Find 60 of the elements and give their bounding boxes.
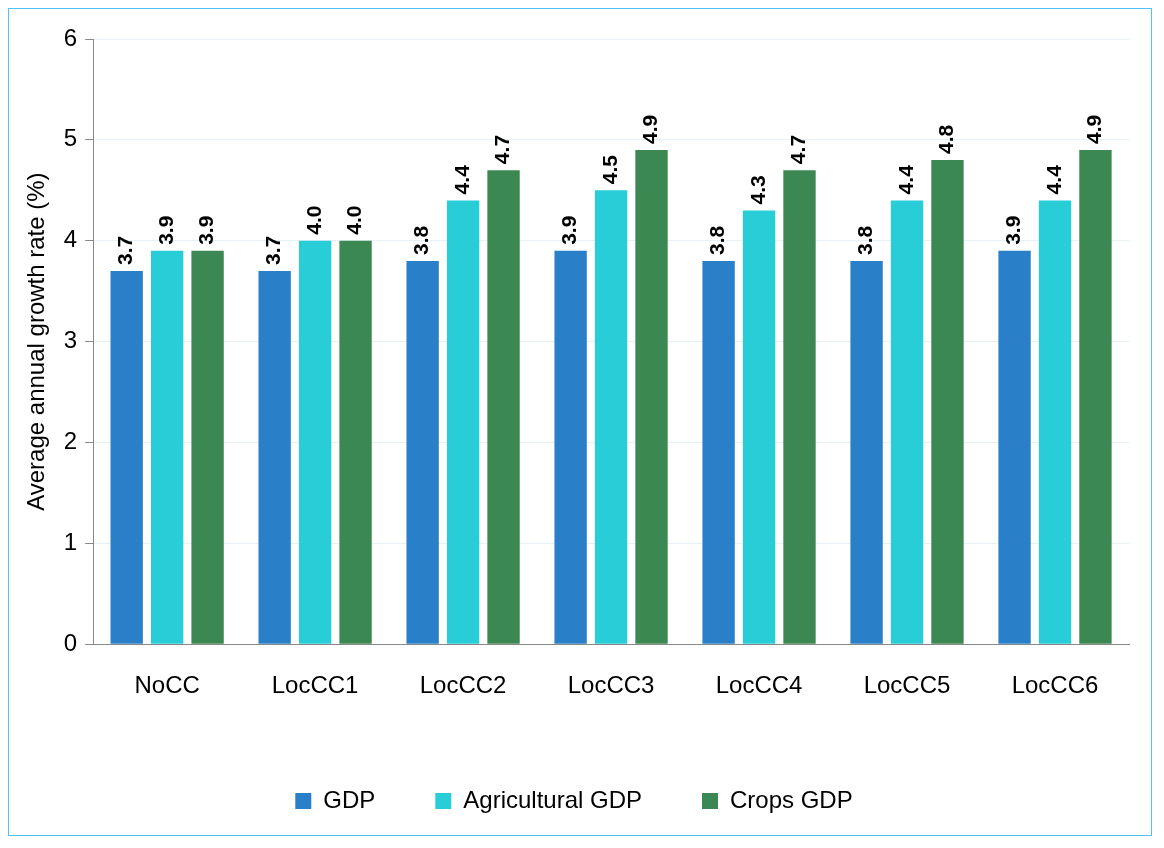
- bar: [702, 260, 735, 644]
- x-tick-label: LocCC6: [1011, 671, 1099, 699]
- data-label: 3.8: [705, 225, 729, 255]
- data-label: 4.4: [893, 164, 917, 195]
- data-label: 3.9: [1001, 215, 1025, 245]
- data-label: 3.9: [153, 215, 177, 245]
- bar: [742, 210, 776, 644]
- bar: [339, 240, 372, 644]
- data-label: 4.7: [490, 134, 514, 165]
- bar: [931, 160, 964, 644]
- x-tick-label: LocCC2: [419, 671, 507, 699]
- x-tick-label: LocCC1: [271, 671, 359, 699]
- y-tick-label: 4: [63, 225, 78, 253]
- legend-label: Crops GDP: [730, 785, 853, 813]
- bar: [594, 190, 628, 644]
- y-tick-label: 5: [63, 124, 78, 152]
- bar: [783, 170, 816, 644]
- data-label: 4.4: [1041, 164, 1065, 195]
- legend-label: GDP: [323, 785, 376, 813]
- bar: [1038, 200, 1072, 644]
- data-label: 4.0: [301, 205, 325, 235]
- bar: [258, 270, 291, 644]
- bar: [446, 200, 480, 644]
- data-label: 3.7: [261, 235, 285, 265]
- bar: [487, 170, 520, 644]
- data-label: 4.7: [786, 134, 810, 165]
- data-label: 4.8: [934, 124, 958, 155]
- y-tick-label: 6: [63, 23, 78, 51]
- bar: [998, 250, 1031, 644]
- bar: [110, 270, 143, 644]
- data-label: 3.9: [557, 215, 581, 245]
- data-label: 4.0: [342, 205, 366, 235]
- y-tick-label: 3: [63, 326, 78, 354]
- bar: [1079, 149, 1112, 644]
- data-label: 3.9: [194, 215, 218, 245]
- bar: [554, 250, 587, 644]
- data-label: 3.7: [113, 235, 137, 265]
- data-label: 4.9: [638, 114, 662, 144]
- data-label: 3.8: [409, 225, 433, 255]
- x-tick-label: NoCC: [134, 671, 200, 699]
- data-label: 4.9: [1082, 114, 1106, 144]
- bar: [406, 260, 439, 644]
- data-label: 3.8: [853, 225, 877, 255]
- bar: [298, 240, 332, 644]
- data-label: 4.3: [745, 175, 769, 205]
- bar: [191, 250, 224, 644]
- x-tick-label: LocCC5: [863, 671, 951, 699]
- x-tick-label: LocCC4: [715, 671, 803, 699]
- bar: [635, 149, 668, 644]
- data-label: 4.5: [597, 154, 621, 185]
- x-tick-label: LocCC3: [567, 671, 655, 699]
- y-tick-label: 2: [63, 427, 78, 455]
- y-axis-title: Average annual growth rate (%): [22, 172, 50, 511]
- data-label: 4.4: [449, 164, 473, 195]
- bar: [850, 260, 883, 644]
- bar: [150, 250, 184, 644]
- legend-label: Agricultural GDP: [463, 785, 643, 813]
- y-tick-label: 0: [63, 628, 78, 656]
- y-tick-label: 1: [63, 527, 78, 555]
- bar: [890, 200, 924, 644]
